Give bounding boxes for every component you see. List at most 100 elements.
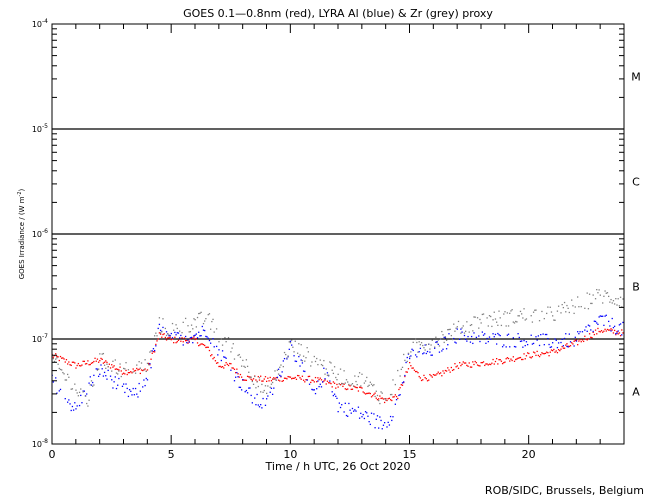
data-point (547, 306, 549, 308)
data-point (196, 316, 199, 319)
data-point (180, 334, 182, 337)
data-point (189, 337, 192, 339)
data-point (332, 372, 335, 375)
data-point (451, 369, 454, 372)
data-point (366, 412, 368, 414)
data-point (258, 406, 261, 408)
data-point (152, 350, 155, 353)
data-point (498, 310, 500, 312)
data-point (467, 335, 469, 338)
data-point (200, 311, 202, 313)
data-point (329, 380, 331, 382)
data-point (360, 386, 362, 389)
data-point (277, 368, 280, 370)
data-point (80, 388, 82, 390)
data-point (448, 369, 450, 371)
data-point (263, 389, 265, 392)
data-point (414, 354, 417, 356)
y-tick-base: 10 (32, 440, 42, 449)
data-point (252, 383, 255, 385)
data-point (448, 333, 450, 335)
data-point (302, 355, 305, 357)
data-point (117, 384, 119, 386)
data-point (187, 325, 189, 327)
data-point (159, 329, 162, 332)
data-point (602, 302, 604, 304)
data-point (324, 379, 326, 381)
data-point (422, 344, 424, 347)
data-point (454, 341, 456, 343)
data-point (461, 331, 463, 333)
data-point (52, 381, 54, 383)
data-point (369, 392, 371, 395)
data-point (299, 354, 301, 356)
data-point (495, 321, 498, 323)
data-point (235, 376, 237, 378)
data-point (594, 298, 597, 300)
data-point (573, 340, 575, 342)
data-point (568, 333, 570, 335)
data-point (532, 342, 535, 345)
data-point (109, 375, 112, 377)
data-point (190, 336, 193, 339)
data-point (209, 342, 212, 344)
data-point (482, 313, 485, 315)
data-point (621, 329, 623, 331)
data-point (546, 351, 548, 353)
data-point (350, 412, 352, 414)
data-point (282, 360, 284, 362)
data-point (573, 312, 575, 315)
data-point (500, 324, 503, 327)
data-point (438, 351, 441, 353)
y-tick-base: 10 (32, 230, 42, 239)
data-point (617, 333, 619, 335)
data-point (405, 361, 407, 364)
data-point (509, 360, 511, 362)
data-point (553, 319, 555, 321)
data-point (352, 385, 355, 387)
flare-class-label: C (632, 176, 640, 189)
data-point (562, 345, 565, 347)
data-point (543, 317, 545, 320)
data-point (584, 307, 586, 309)
data-point (344, 382, 346, 384)
data-point (579, 331, 581, 333)
data-point (167, 337, 169, 339)
data-point (184, 317, 187, 320)
data-point (77, 362, 80, 365)
data-point (425, 378, 427, 380)
flare-class-label: A (632, 386, 640, 399)
data-point (174, 336, 176, 338)
data-point (426, 380, 429, 382)
data-point (532, 311, 535, 313)
data-point (388, 397, 391, 399)
data-point (445, 370, 448, 372)
data-point (591, 337, 593, 339)
data-point (472, 342, 474, 345)
data-point (552, 315, 554, 317)
data-point (62, 357, 64, 359)
data-point (201, 343, 203, 345)
data-point (75, 389, 77, 391)
data-point (485, 342, 487, 344)
data-point (57, 363, 59, 365)
data-point (180, 340, 182, 342)
data-point (282, 365, 284, 368)
data-point (115, 368, 118, 370)
data-point (586, 292, 588, 294)
data-point (524, 358, 526, 360)
data-point (168, 334, 170, 336)
data-point (389, 393, 392, 396)
data-point (287, 356, 289, 358)
data-point (474, 360, 476, 363)
data-point (602, 315, 604, 317)
data-point (586, 339, 588, 341)
data-point (391, 419, 393, 422)
data-point (597, 327, 599, 330)
data-point (566, 345, 568, 348)
data-point (616, 330, 618, 333)
y-tick-exp: -6 (42, 228, 48, 235)
data-point (299, 377, 301, 379)
data-point (439, 372, 442, 374)
data-point (412, 349, 414, 352)
